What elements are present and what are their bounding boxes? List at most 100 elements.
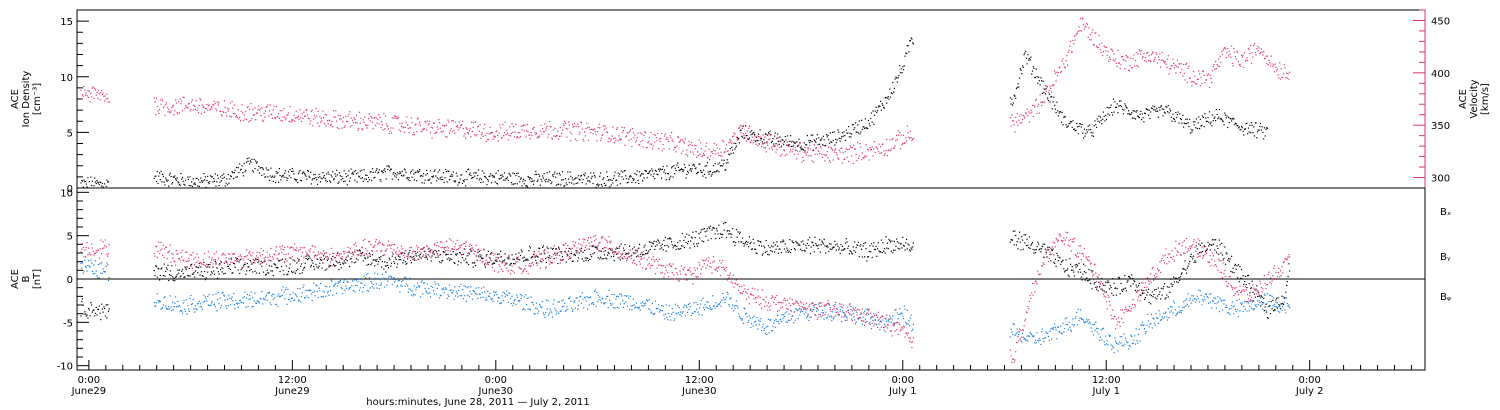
data-point (622, 129, 625, 132)
data-point (93, 97, 95, 99)
data-point (392, 173, 394, 175)
data-point (815, 243, 817, 245)
data-point (706, 230, 708, 232)
data-point (445, 124, 448, 126)
data-point (879, 152, 881, 154)
data-point (458, 285, 460, 288)
data-point (365, 257, 367, 260)
data-point (895, 140, 897, 142)
data-point (551, 312, 553, 314)
data-point (186, 266, 188, 268)
data-point (1140, 110, 1142, 112)
data-point (1157, 56, 1159, 58)
data-point (654, 245, 657, 247)
data-point (211, 176, 213, 178)
data-point (312, 262, 314, 264)
data-point (307, 258, 309, 260)
data-point (1261, 296, 1263, 298)
data-point (1181, 122, 1183, 124)
data-point (380, 127, 382, 129)
data-point (587, 257, 589, 259)
data-point (154, 175, 156, 177)
data-point (626, 305, 628, 307)
data-point (835, 151, 837, 154)
data-point (1161, 51, 1163, 53)
data-point (1024, 242, 1026, 244)
data-point (573, 254, 575, 256)
data-point (187, 176, 189, 178)
data-point (1034, 106, 1036, 108)
data-point (599, 258, 601, 260)
data-point (1083, 271, 1085, 273)
data-point (385, 271, 387, 273)
data-point (194, 270, 196, 272)
data-point (1035, 68, 1037, 70)
data-point (466, 178, 468, 181)
data-point (510, 263, 512, 265)
data-point (631, 309, 633, 311)
data-point (291, 120, 293, 122)
data-point (1271, 63, 1273, 65)
data-point (778, 248, 780, 250)
data-point (1080, 126, 1082, 128)
data-point (422, 128, 424, 130)
data-point (1075, 266, 1077, 268)
data-point (1168, 112, 1170, 114)
data-point (312, 178, 314, 180)
data-point (825, 154, 828, 156)
data-point (350, 278, 352, 280)
data-point (82, 304, 84, 306)
data-point (233, 113, 235, 115)
data-point (482, 181, 484, 183)
data-point (413, 133, 415, 136)
data-point (632, 252, 634, 254)
data-point (791, 151, 793, 153)
data-point (510, 132, 512, 134)
data-point (732, 241, 734, 243)
data-point (225, 182, 227, 184)
data-point (663, 171, 665, 173)
data-point (412, 134, 414, 136)
data-point (661, 243, 663, 245)
data-point (696, 156, 698, 158)
data-point (1251, 124, 1253, 126)
data-point (1090, 132, 1092, 134)
data-point (790, 252, 792, 254)
data-point (712, 165, 715, 167)
data-point (1109, 285, 1111, 287)
data-point (455, 121, 457, 123)
data-point (199, 306, 201, 308)
data-point (1275, 66, 1277, 68)
data-point (329, 124, 332, 126)
data-point (647, 142, 649, 144)
data-point (330, 124, 332, 126)
data-point (271, 176, 273, 178)
data-point (252, 271, 254, 273)
data-point (1157, 295, 1159, 297)
data-point (365, 274, 367, 276)
data-point (452, 120, 454, 122)
data-point (448, 179, 451, 181)
data-point (615, 139, 617, 141)
data-point (354, 251, 356, 253)
data-point (738, 127, 740, 129)
data-point (1268, 59, 1270, 62)
data-point (401, 285, 403, 287)
data-point (531, 256, 533, 258)
data-point (702, 154, 704, 156)
data-point (409, 180, 411, 182)
data-point (1063, 268, 1065, 270)
data-point (633, 137, 635, 139)
data-point (1224, 47, 1226, 49)
data-point (276, 116, 278, 118)
data-point (1129, 277, 1131, 279)
data-point (867, 127, 869, 129)
data-point (475, 135, 477, 137)
data-point (1157, 110, 1159, 112)
data-point (1286, 284, 1288, 287)
data-point (780, 145, 782, 147)
data-point (1253, 300, 1255, 302)
data-point (177, 300, 179, 302)
data-point (602, 298, 604, 300)
data-point (1184, 79, 1186, 81)
